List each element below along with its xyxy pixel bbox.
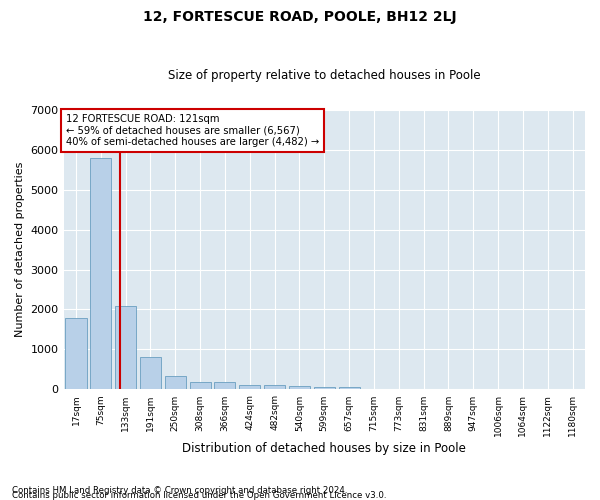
Bar <box>314 387 335 390</box>
Bar <box>239 385 260 390</box>
Title: Size of property relative to detached houses in Poole: Size of property relative to detached ho… <box>168 69 481 82</box>
Bar <box>90 158 112 390</box>
Bar <box>190 382 211 390</box>
Bar <box>140 358 161 390</box>
Bar <box>289 386 310 390</box>
Bar <box>214 382 235 390</box>
Bar <box>115 306 136 390</box>
Text: 12, FORTESCUE ROAD, POOLE, BH12 2LJ: 12, FORTESCUE ROAD, POOLE, BH12 2LJ <box>143 10 457 24</box>
Bar <box>165 376 186 390</box>
Text: 12 FORTESCUE ROAD: 121sqm
← 59% of detached houses are smaller (6,567)
40% of se: 12 FORTESCUE ROAD: 121sqm ← 59% of detac… <box>66 114 319 147</box>
Y-axis label: Number of detached properties: Number of detached properties <box>15 162 25 337</box>
Bar <box>264 386 285 390</box>
Bar <box>338 387 359 390</box>
X-axis label: Distribution of detached houses by size in Poole: Distribution of detached houses by size … <box>182 442 466 455</box>
Text: Contains HM Land Registry data © Crown copyright and database right 2024.: Contains HM Land Registry data © Crown c… <box>12 486 347 495</box>
Bar <box>65 318 86 390</box>
Text: Contains public sector information licensed under the Open Government Licence v3: Contains public sector information licen… <box>12 490 386 500</box>
